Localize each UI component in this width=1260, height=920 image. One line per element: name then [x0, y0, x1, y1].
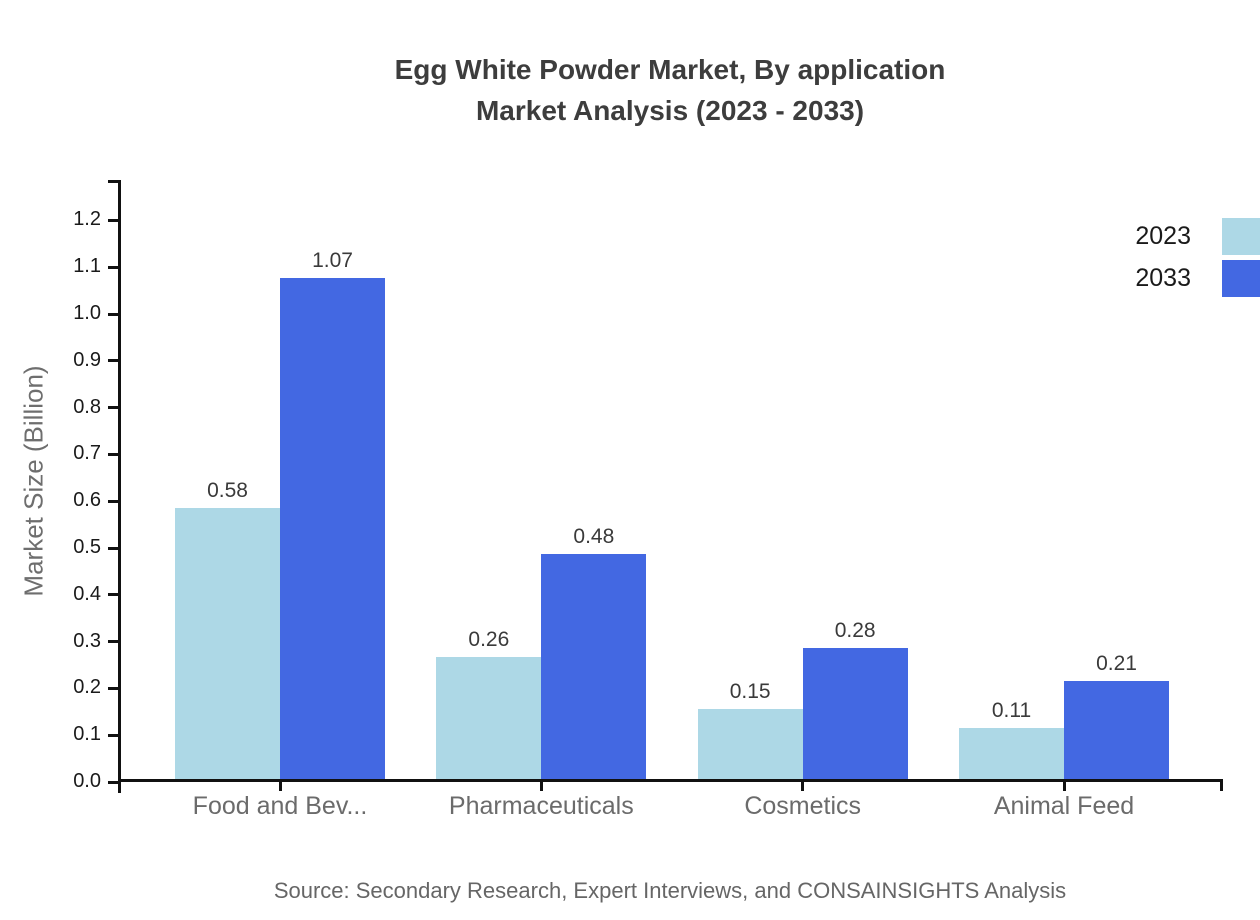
legend-label: 2033 [1135, 264, 1191, 292]
x-category-label: Cosmetics [744, 792, 861, 820]
bar-2033-Food and Bev... [280, 278, 385, 779]
bar-2033-Pharmaceuticals [541, 554, 647, 779]
y-axis-tick-label: 0.6 [73, 489, 101, 512]
y-axis-tick-label: 0.9 [73, 348, 101, 371]
y-axis-tick-label: 0.7 [73, 442, 101, 465]
legend-label: 2023 [1135, 222, 1191, 250]
y-axis-tick-label: 0.4 [73, 582, 101, 605]
y-axis-tick [108, 733, 118, 737]
bar-2023-Pharmaceuticals [436, 657, 542, 779]
y-axis-tick-label: 0.8 [73, 395, 101, 418]
bar-2023-Cosmetics [697, 708, 803, 779]
y-axis-tick [108, 265, 118, 269]
bar-value-label: 0.11 [991, 698, 1032, 722]
bar-value-label: 0.58 [207, 478, 248, 502]
bar-2023-Animal Feed [959, 727, 1064, 779]
y-axis-tick [108, 218, 118, 222]
legend-item-2023: 2023 [1135, 218, 1260, 255]
y-axis-tick-label: 1.2 [73, 208, 101, 231]
y-axis-tick-label: 0.5 [73, 536, 101, 558]
x-category-label: Food and Bev... [192, 792, 368, 820]
x-axis-end-cap-tick [1220, 779, 1223, 791]
y-axis-tick-label: 1.1 [73, 255, 101, 278]
bar-value-label: 0.26 [468, 628, 510, 652]
y-axis-tick [108, 546, 118, 550]
source-note: Source: Secondary Research, Expert Inter… [273, 878, 1067, 903]
chart-title: Egg White Powder Market, By application … [118, 49, 1222, 131]
bar-2033-Cosmetics [802, 647, 908, 779]
y-axis-tick [108, 406, 118, 410]
legend-swatch-2033 [1222, 260, 1260, 297]
y-axis-tick-label: 0.0 [73, 770, 101, 792]
x-axis-tick [801, 779, 805, 791]
bar-2033-Animal Feed [1064, 680, 1169, 779]
bar-value-label: 0.48 [573, 525, 615, 549]
bar-value-label: 0.15 [729, 679, 771, 703]
y-axis-tick-label: 0.3 [73, 629, 101, 652]
bar-value-label: 1.07 [312, 249, 353, 273]
chart-title-line2: Market Analysis (2023 - 2033) [475, 95, 865, 126]
y-axis-tick [108, 312, 118, 316]
y-axis-tick [108, 499, 118, 503]
y-axis-tick [108, 359, 118, 363]
plot-area: 0.0 0.1 0.2 0.3 0.4 0.5 0.6 0.7 0.8 0.9 1.0 1.1 1.2 0… [73, 180, 1223, 820]
x-axis-tick [1062, 779, 1066, 791]
y-axis-tick-label: 1.0 [73, 302, 101, 324]
legend-swatch-2023 [1222, 218, 1260, 255]
y-axis-tick [108, 593, 118, 597]
bar-2023-Food and Bev... [175, 507, 280, 779]
y-axis-tick-label: 0.2 [73, 676, 101, 699]
x-category-label: Pharmaceuticals [448, 792, 634, 820]
y-axis-bottom-extension [118, 779, 121, 793]
y-axis-tick-label: 0.1 [73, 723, 101, 746]
chart-title-line1: Egg White Powder Market, By application [394, 54, 946, 85]
x-axis-tick [278, 779, 282, 791]
y-axis-tick [108, 452, 118, 456]
bar-value-label: 0.28 [834, 618, 876, 642]
y-axis-tick [108, 640, 118, 644]
x-axis-tick [539, 779, 543, 791]
legend-item-2033: 2033 [1135, 260, 1260, 297]
y-axis-tick [108, 686, 118, 690]
bar-value-label: 0.21 [1096, 651, 1137, 675]
y-axis-tick [108, 780, 118, 784]
x-category-label: Animal Feed [993, 792, 1135, 820]
y-axis-top-cap-tick [108, 180, 118, 183]
